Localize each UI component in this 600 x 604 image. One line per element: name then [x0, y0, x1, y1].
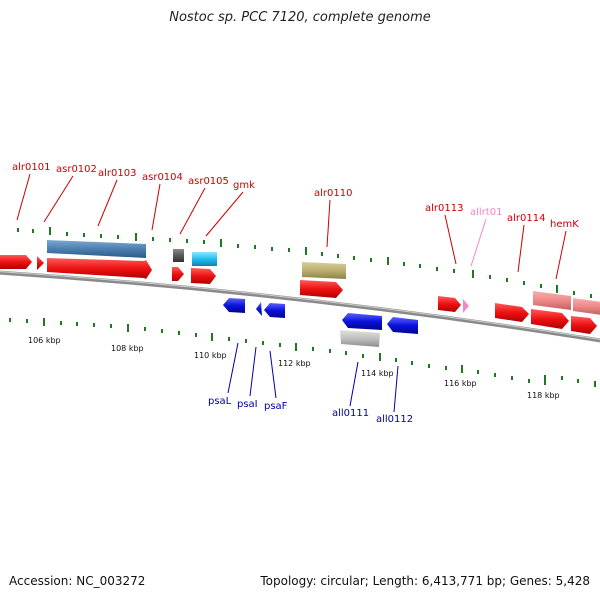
genome-backbone — [0, 270, 600, 343]
gene-label-alr0110[interactable]: alr0110 — [314, 188, 352, 199]
label-leader-line — [470, 218, 487, 267]
gene-label-asr0105[interactable]: asr0105 — [188, 176, 229, 187]
scale-label: 110 kbp — [194, 351, 227, 360]
forward-strand-features — [0, 240, 600, 334]
gene-label-alr0101[interactable]: alr0101 — [12, 162, 50, 173]
gene-feature-forward[interactable] — [192, 252, 217, 266]
accession-text: Accession: NC_003272 — [9, 574, 146, 588]
scale-label: 106 kbp — [28, 336, 61, 345]
gene-feature-forward[interactable] — [300, 280, 343, 298]
gene-feature-forward[interactable] — [438, 296, 461, 312]
gene-label-gmk[interactable]: gmk — [233, 180, 255, 191]
upper-tick-track — [17, 227, 592, 298]
gene-label-alr0114[interactable]: alr0114 — [507, 213, 545, 224]
gene-label-allrt01[interactable]: allrt01 — [470, 207, 502, 218]
label-leader-line — [349, 361, 359, 407]
gene-feature-reverse[interactable] — [223, 298, 245, 313]
gene-label-all0111[interactable]: all0111 — [332, 408, 369, 419]
gene-feature-forward[interactable] — [47, 240, 146, 258]
label-leader-line — [249, 346, 257, 397]
gene-label-alr0103[interactable]: alr0103 — [98, 168, 136, 179]
label-leader-line — [205, 191, 244, 237]
gene-feature-forward[interactable] — [571, 316, 597, 334]
gene-feature-reverse[interactable] — [387, 317, 418, 334]
gene-feature-forward[interactable] — [531, 309, 569, 329]
gene-feature-forward[interactable] — [0, 255, 32, 269]
scale-label: 112 kbp — [278, 359, 311, 368]
label-leader-line — [444, 214, 457, 265]
gene-label-hemK[interactable]: hemK — [550, 219, 579, 230]
label-leader-line — [179, 187, 206, 235]
gene-feature-forward[interactable] — [191, 268, 216, 284]
gene-feature-reverse[interactable] — [342, 313, 382, 330]
gene-feature-forward[interactable] — [47, 258, 152, 279]
bottom-gene-labels: psaL psaI psaF all0111 all0112 — [208, 342, 413, 425]
gene-feature-reverse[interactable] — [256, 302, 262, 316]
gene-feature-forward[interactable] — [573, 298, 600, 315]
gene-label-alr0113[interactable]: alr0113 — [425, 203, 463, 214]
gene-label-all0112[interactable]: all0112 — [376, 414, 413, 425]
label-leader-line — [16, 173, 31, 221]
reverse-strand-features — [223, 298, 418, 347]
label-leader-line — [517, 224, 525, 273]
gene-label-psaL[interactable]: psaL — [208, 396, 232, 407]
gene-feature-forward[interactable] — [172, 267, 184, 281]
gene-label-asr0102[interactable]: asr0102 — [56, 164, 97, 175]
topology-text: Topology: circular; Length: 6,413,771 bp… — [260, 574, 590, 588]
top-gene-labels: alr0101 asr0102 alr0103 asr0104 asr0105 … — [12, 162, 579, 280]
gene-feature-reverse[interactable] — [264, 303, 285, 318]
page-title: Nostoc sp. PCC 7120, complete genome — [169, 10, 431, 25]
trna-feature-forward[interactable] — [463, 299, 469, 313]
scale-label: 114 kbp — [361, 369, 394, 378]
gene-label-psaI[interactable]: psaI — [237, 399, 258, 410]
gene-label-psaF[interactable]: psaF — [264, 401, 288, 412]
lower-tick-track — [9, 318, 596, 387]
label-leader-line — [269, 350, 277, 399]
label-leader-line — [43, 175, 74, 223]
scale-label: 118 kbp — [527, 391, 560, 400]
gene-feature-forward[interactable] — [37, 256, 44, 270]
label-leader-line — [97, 179, 118, 227]
gene-feature-forward[interactable] — [302, 262, 346, 279]
genome-backbone-highlight — [0, 271, 600, 340]
label-leader-line — [227, 342, 239, 394]
gene-label-asr0104[interactable]: asr0104 — [142, 172, 183, 183]
scale-label: 108 kbp — [111, 344, 144, 353]
label-leader-line — [555, 230, 567, 280]
gene-feature-forward[interactable] — [173, 249, 184, 262]
label-leader-line — [151, 183, 161, 231]
gene-feature-forward[interactable] — [533, 291, 571, 310]
label-leader-line — [326, 199, 331, 248]
label-leader-line — [393, 365, 399, 413]
scale-label: 116 kbp — [444, 379, 477, 388]
gene-feature-forward[interactable] — [495, 303, 529, 322]
gene-feature-reverse[interactable] — [340, 330, 380, 347]
